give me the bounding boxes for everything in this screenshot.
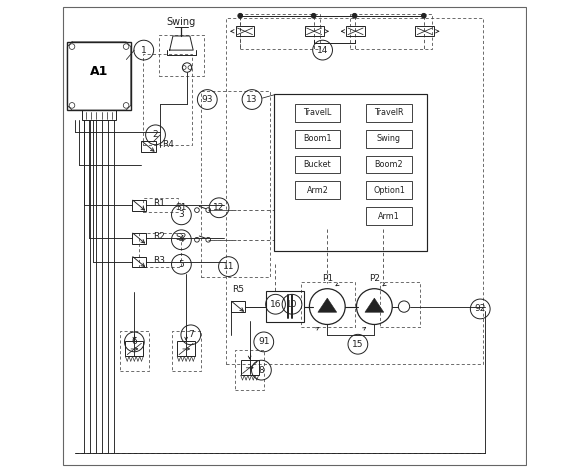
Bar [201,91,270,277]
Bar [295,181,340,199]
Bar [240,14,320,49]
Text: 11: 11 [223,262,234,271]
Text: 3: 3 [179,211,185,219]
Bar [235,350,264,390]
Polygon shape [365,298,384,312]
Text: Swing: Swing [167,17,196,27]
Bar [366,104,412,122]
Bar [301,282,355,327]
Text: Swing: Swing [377,134,401,143]
Text: 15: 15 [352,340,364,349]
Bar [366,181,412,199]
Text: 4: 4 [179,235,184,244]
Bar [295,104,340,122]
Text: P2: P2 [369,274,380,283]
Bar [132,257,146,267]
Text: 14: 14 [317,46,328,55]
Polygon shape [318,298,337,312]
Text: 5: 5 [179,260,185,269]
Text: R5: R5 [232,285,244,294]
Bar [67,42,131,110]
Bar [380,282,420,327]
Bar [346,26,365,36]
Circle shape [311,13,316,18]
Bar [366,130,412,148]
Text: Boom2: Boom2 [374,160,404,169]
Bar [274,93,427,251]
Text: 16: 16 [270,300,281,309]
Text: R1: R1 [153,199,165,208]
Bar [139,233,182,267]
Bar [177,341,195,356]
Text: S2: S2 [175,233,186,242]
Circle shape [422,13,426,18]
Bar [295,156,340,173]
Text: 13: 13 [246,95,258,104]
Text: 12: 12 [213,203,225,212]
Bar [366,156,412,173]
Text: Bucket: Bucket [304,160,331,169]
Bar [415,26,434,36]
Text: R3: R3 [153,255,165,264]
Bar [172,331,201,371]
Bar [231,302,245,312]
Text: A1: A1 [90,65,108,78]
Text: P1: P1 [322,274,333,283]
Text: 6: 6 [131,337,137,346]
Bar [141,142,155,152]
Text: 2: 2 [152,130,158,139]
Text: Arm1: Arm1 [378,212,400,221]
Text: 7: 7 [188,330,194,339]
Bar [241,360,259,375]
Text: R4: R4 [162,140,175,149]
Text: R2: R2 [153,232,165,241]
Bar [266,291,304,322]
Text: 92: 92 [475,304,486,313]
Bar [235,26,255,36]
Bar [305,26,324,36]
Bar [142,198,178,212]
Text: Arm2: Arm2 [307,186,328,195]
Bar [295,130,340,148]
Text: 93: 93 [201,95,213,104]
Circle shape [352,13,357,18]
Bar [132,233,146,244]
Bar [120,331,149,371]
Bar [350,14,432,49]
Text: 1: 1 [141,46,147,55]
Bar [159,35,204,76]
Bar [82,110,116,120]
Bar [132,200,146,211]
Text: TravelR: TravelR [374,108,404,117]
Text: 10: 10 [286,300,298,309]
Text: 8: 8 [259,366,265,375]
Circle shape [238,13,242,18]
Text: 91: 91 [258,337,269,346]
Bar [366,207,412,225]
Bar [126,341,143,356]
Text: S1: S1 [175,203,186,212]
Bar [227,18,483,364]
Text: Boom1: Boom1 [303,134,332,143]
Bar [142,54,192,145]
Text: TravelL: TravelL [303,108,332,117]
Text: Option1: Option1 [373,186,405,195]
